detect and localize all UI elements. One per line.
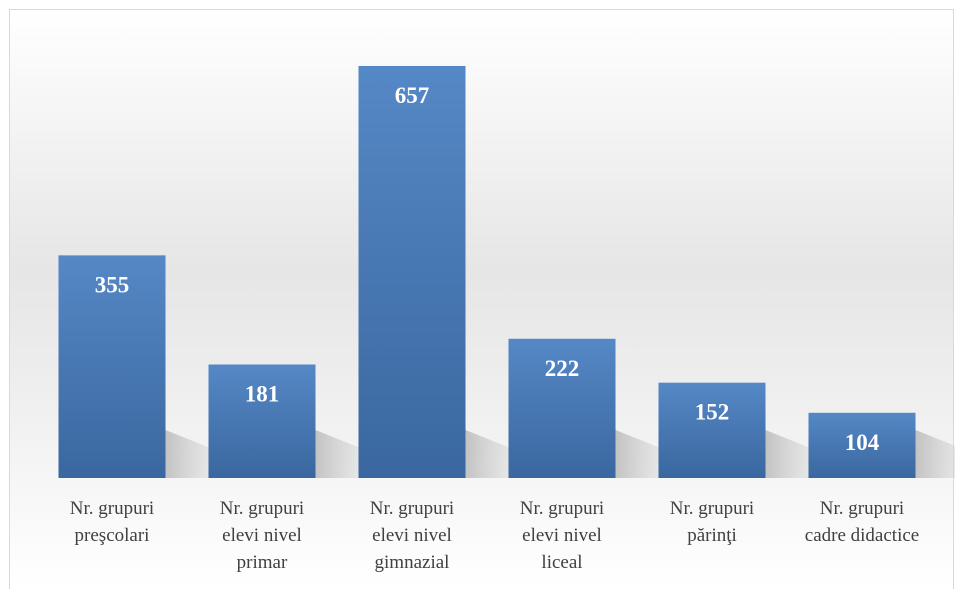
x-tick-label: Nr. grupuri elevi nivel primar: [219, 498, 305, 573]
bar: [808, 412, 916, 478]
bar: [508, 338, 616, 478]
data-label: 355: [95, 272, 130, 297]
x-tick-label: Nr. grupuri preşcolari: [69, 498, 155, 546]
x-tick-label: Nr. grupuri părinţi: [669, 498, 755, 546]
bar-shadow: [915, 430, 955, 478]
bar: [358, 65, 466, 479]
x-tick-label: Nr. grupuri elevi nivel gimnazial: [369, 498, 455, 573]
data-label: 222: [545, 356, 580, 381]
bar: [58, 255, 166, 478]
bar: [658, 382, 766, 478]
x-tick-label: Nr. grupuri elevi nivel liceal: [519, 498, 605, 573]
data-label: 104: [845, 430, 880, 455]
x-tick-label: Nr. grupuri cadre didactice: [804, 498, 920, 546]
data-label: 152: [695, 400, 730, 425]
bar: [208, 364, 316, 478]
data-label: 181: [245, 381, 280, 406]
chart-area: [9, 9, 954, 589]
data-label: 657: [395, 83, 430, 108]
